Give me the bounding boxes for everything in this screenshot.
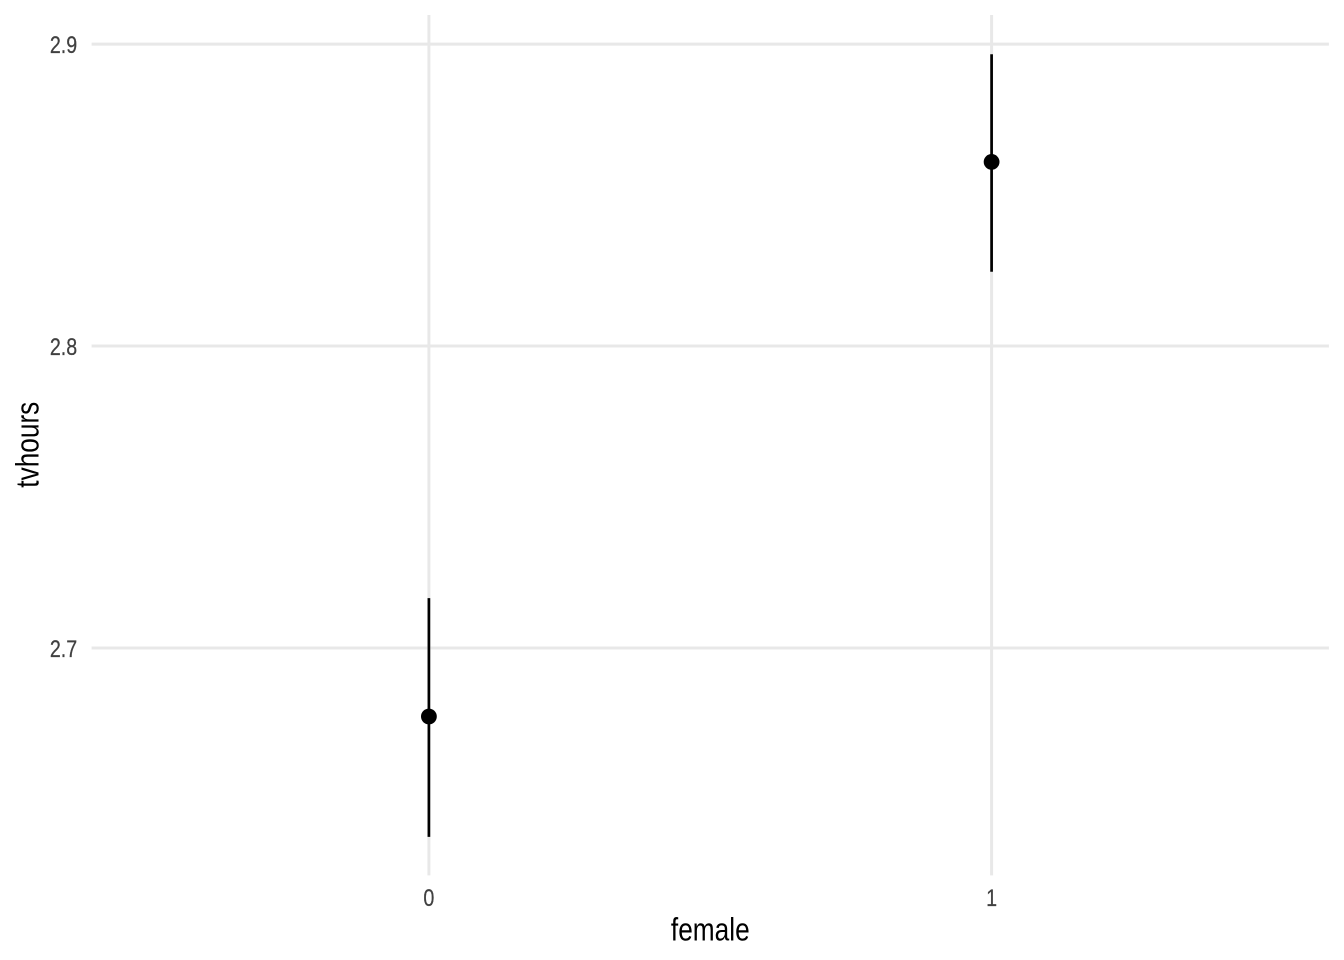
- svg-text:female: female: [671, 912, 750, 948]
- svg-text:2.8: 2.8: [50, 334, 77, 361]
- svg-text:1: 1: [986, 885, 997, 912]
- svg-text:2.9: 2.9: [50, 32, 77, 59]
- svg-text:0: 0: [423, 885, 434, 912]
- svg-text:tvhours: tvhours: [10, 402, 46, 488]
- svg-text:2.7: 2.7: [50, 636, 77, 663]
